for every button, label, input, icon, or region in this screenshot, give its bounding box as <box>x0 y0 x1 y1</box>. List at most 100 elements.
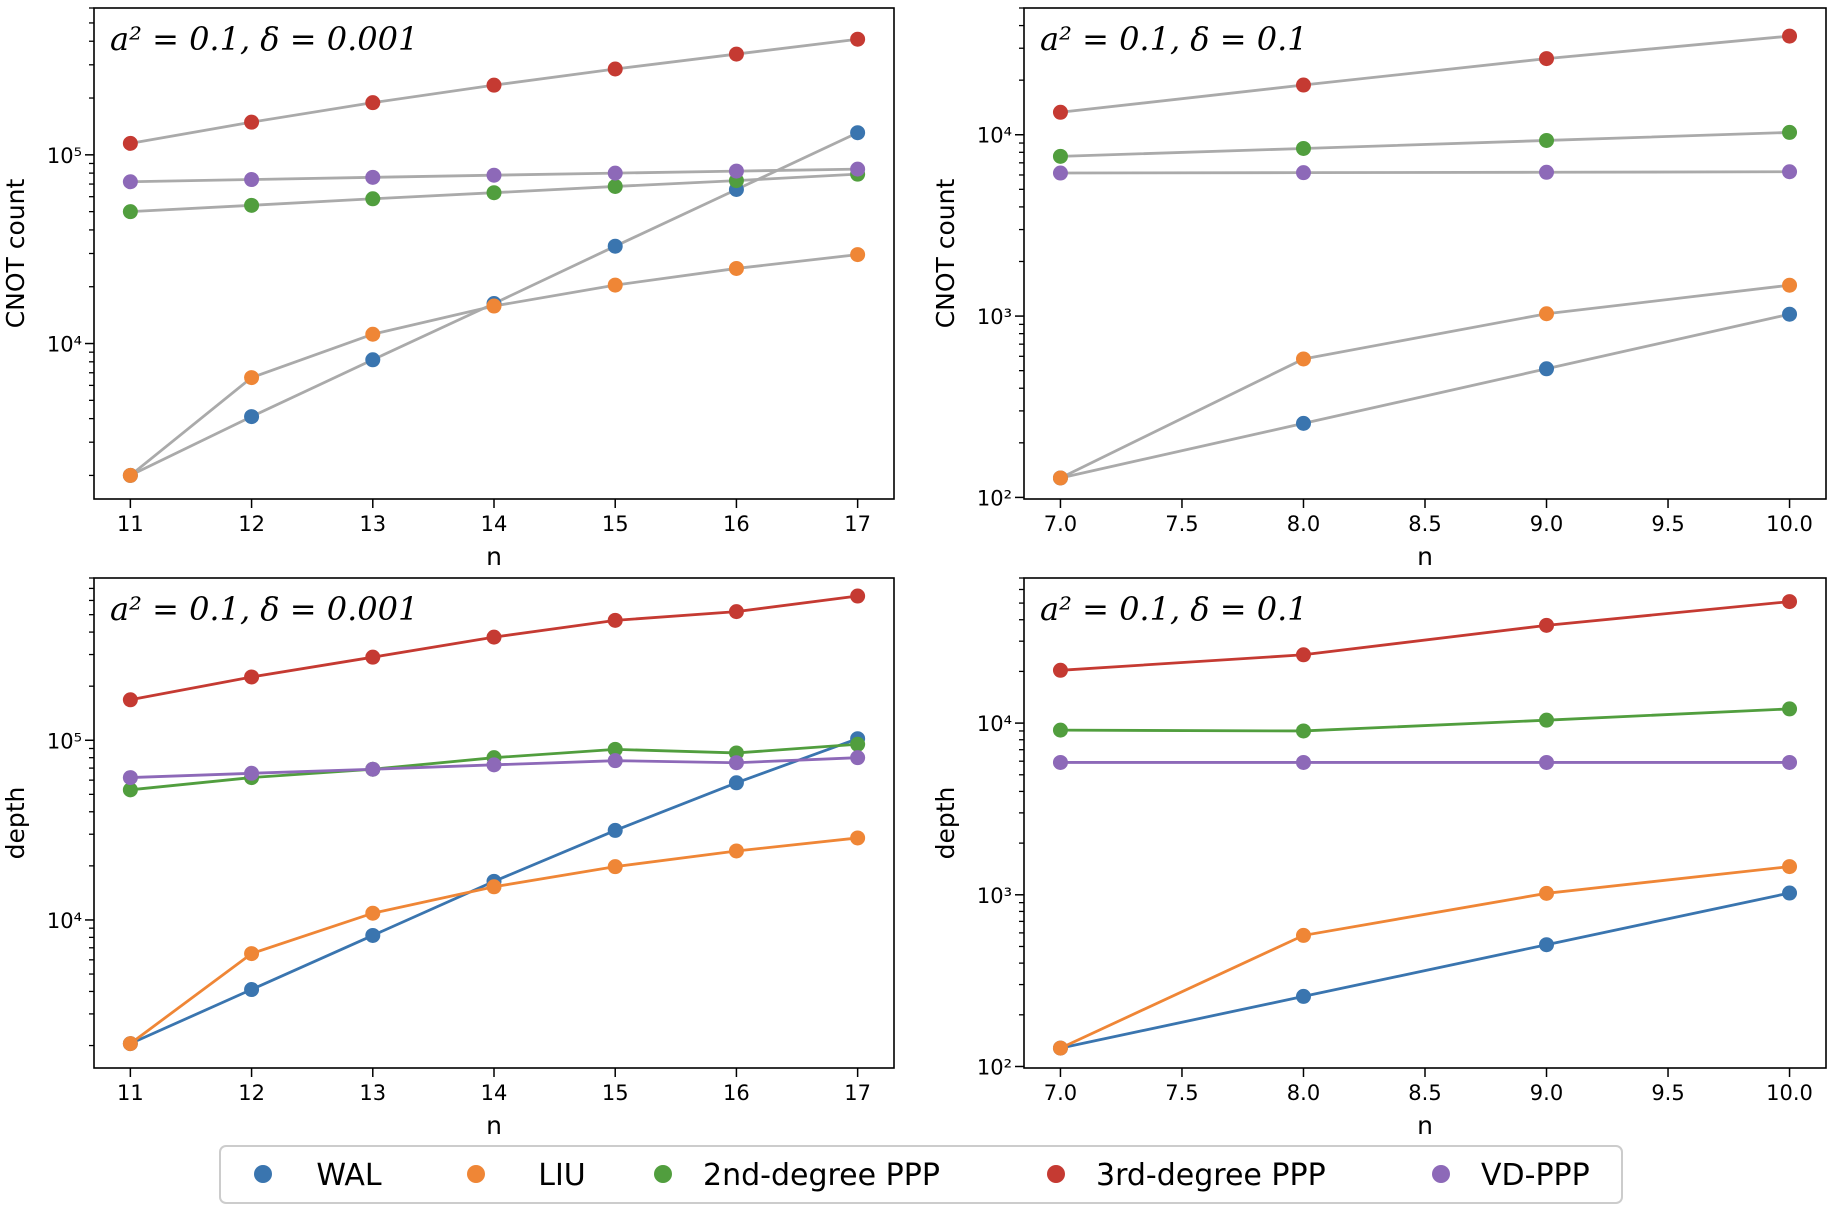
data-point-vd-ppp <box>486 757 502 773</box>
x-tick-label: 9.5 <box>1651 1081 1684 1105</box>
plot-area <box>122 31 866 483</box>
axes-frame <box>1023 577 1827 1069</box>
data-point-vd-ppp <box>244 172 260 188</box>
series-line-3rd-degree-ppp <box>1060 34 1790 114</box>
data-point-vd-ppp <box>607 165 623 181</box>
data-point-vd-ppp <box>365 169 381 185</box>
data-point-liu <box>486 879 502 895</box>
data-point-liu <box>1782 277 1798 293</box>
data-point-wal <box>1295 988 1311 1004</box>
data-point-vd-ppp <box>850 750 866 766</box>
data-point-vd-ppp <box>1295 754 1311 770</box>
data-point-vd-ppp <box>122 770 138 786</box>
axes-frame <box>93 7 895 500</box>
panel-title: a² = 0.1, δ = 0.001 <box>110 590 418 628</box>
data-point-3rd-degree-ppp <box>1539 617 1555 633</box>
panel-1: 10⁴ 10⁵ 11 12 13 14 15 16 17 a² = 0.1, δ = 0.001 n… <box>1 7 895 571</box>
data-point-liu <box>1052 470 1068 486</box>
data-point-liu <box>122 1036 138 1052</box>
x-tick-label: 8.0 <box>1287 512 1320 536</box>
legend-label: WAL <box>316 1158 382 1193</box>
data-point-2nd-degree-ppp <box>1782 701 1798 717</box>
panel-2: 10² 10³ 10⁴ 7.0 7.5 8.0 8.5 9.0 9.5 10.0 a² = 0.1,… <box>931 7 1827 571</box>
data-point-2nd-degree-ppp <box>1539 132 1555 148</box>
data-point-2nd-degree-ppp <box>1052 148 1068 164</box>
x-tick-label: 12 <box>238 1081 265 1105</box>
plot-area <box>122 588 866 1052</box>
series-line-liu <box>1059 865 1790 1050</box>
data-point-3rd-degree-ppp <box>486 77 502 93</box>
x-tick-label: 16 <box>723 1081 750 1105</box>
x-tick-label: 11 <box>117 1081 144 1105</box>
y-tick-label: 10⁵ <box>47 729 82 753</box>
data-point-3rd-degree-ppp <box>607 61 623 77</box>
data-point-2nd-degree-ppp <box>122 782 138 798</box>
data-point-liu <box>1539 885 1555 901</box>
series-line-2nd-degree-ppp <box>1060 131 1790 158</box>
data-point-liu <box>850 830 866 846</box>
x-tick-label: 8.0 <box>1287 1081 1320 1105</box>
x-tick-label: 14 <box>481 1081 508 1105</box>
series-line-wal <box>1060 312 1790 480</box>
panel-3: 10⁴ 10⁵ 11 12 13 14 15 16 17 a² = 0.1, δ = 0.001 n… <box>1 577 895 1140</box>
x-tick-label: 12 <box>238 512 265 536</box>
series-line-liu <box>1059 283 1790 480</box>
legend-marker-liu <box>467 1165 485 1183</box>
data-point-2nd-degree-ppp <box>1295 723 1311 739</box>
data-point-wal <box>607 822 623 838</box>
x-tick-label: 15 <box>602 1081 629 1105</box>
data-point-wal <box>1539 937 1555 953</box>
data-point-3rd-degree-ppp <box>1782 28 1798 44</box>
x-tick-label: 9.0 <box>1530 512 1563 536</box>
data-point-3rd-degree-ppp <box>728 604 744 620</box>
data-point-vd-ppp <box>1052 165 1068 181</box>
data-point-wal <box>244 982 260 998</box>
x-tick-label: 14 <box>481 512 508 536</box>
data-point-2nd-degree-ppp <box>607 741 623 757</box>
data-point-liu <box>1295 351 1311 367</box>
panel-title: a² = 0.1, δ = 0.1 <box>1040 590 1308 628</box>
data-point-vd-ppp <box>1782 164 1798 180</box>
data-point-vd-ppp <box>728 163 744 179</box>
data-point-3rd-degree-ppp <box>365 95 381 111</box>
series-line-wal <box>1060 891 1790 1050</box>
data-point-wal <box>1295 415 1311 431</box>
x-axis-label: n <box>1417 542 1433 571</box>
x-tick-label: 17 <box>844 512 871 536</box>
data-point-vd-ppp <box>1539 754 1555 770</box>
y-axis-label: depth <box>931 787 960 860</box>
data-point-liu <box>728 843 744 859</box>
data-point-liu <box>244 370 260 386</box>
x-tick-label: 13 <box>359 1081 386 1105</box>
data-point-liu <box>850 247 866 263</box>
legend-label: 2nd-degree PPP <box>703 1158 940 1193</box>
x-tick-label: 16 <box>723 512 750 536</box>
axes-frame <box>93 577 895 1069</box>
x-tick-label: 17 <box>844 1081 871 1105</box>
x-tick-label: 9.5 <box>1651 512 1684 536</box>
data-point-3rd-degree-ppp <box>244 669 260 685</box>
data-point-vd-ppp <box>1052 754 1068 770</box>
x-tick-label: 7.5 <box>1165 512 1198 536</box>
data-point-3rd-degree-ppp <box>1295 647 1311 663</box>
data-point-wal <box>244 409 260 425</box>
data-point-liu <box>1782 859 1798 875</box>
legend-marker-vd-ppp <box>1432 1165 1450 1183</box>
data-point-vd-ppp <box>486 167 502 183</box>
y-tick-label: 10² <box>977 486 1012 510</box>
y-tick-label: 10³ <box>977 305 1012 329</box>
data-point-2nd-degree-ppp <box>1295 140 1311 156</box>
data-point-vd-ppp <box>728 755 744 771</box>
data-point-3rd-degree-ppp <box>728 46 744 62</box>
data-point-2nd-degree-ppp <box>244 197 260 213</box>
data-point-3rd-degree-ppp <box>1539 51 1555 67</box>
data-point-3rd-degree-ppp <box>850 31 866 47</box>
data-point-3rd-degree-ppp <box>486 629 502 645</box>
x-axis-label: n <box>486 542 502 571</box>
y-tick-label: 10⁴ <box>977 712 1012 736</box>
data-point-wal <box>1782 885 1798 901</box>
data-point-liu <box>122 467 138 483</box>
x-tick-label: 10.0 <box>1766 1081 1813 1105</box>
data-point-2nd-degree-ppp <box>1052 722 1068 738</box>
data-point-wal <box>728 775 744 791</box>
